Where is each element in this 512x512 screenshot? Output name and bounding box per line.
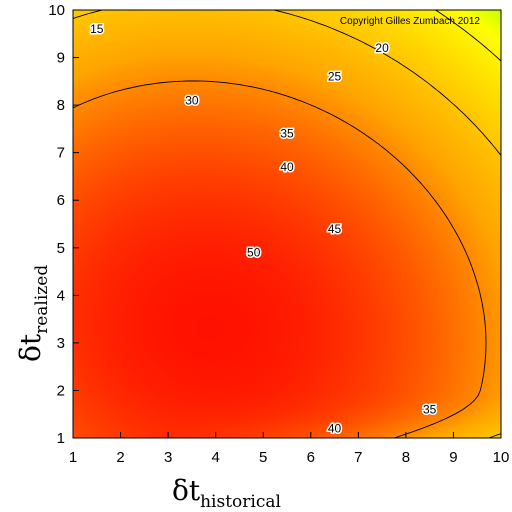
contour-label: 40 — [328, 421, 342, 435]
y-tick-label: 6 — [57, 192, 65, 209]
contour-label: 15 — [90, 22, 104, 36]
y-tick-label: 4 — [57, 287, 65, 304]
x-tick-label: 2 — [116, 449, 124, 466]
x-tick-label: 1 — [69, 449, 77, 466]
x-tick-label: 3 — [164, 449, 172, 466]
copyright-annotation: Copyright Gilles Zumbach 2012 — [340, 16, 481, 27]
y-axis-label-sub: realized — [32, 265, 52, 334]
contour-line-40 — [435, 10, 501, 62]
x-tick-label: 10 — [493, 449, 510, 466]
x-tick-label: 5 — [259, 449, 267, 466]
y-axis-label-main: δt — [14, 333, 47, 362]
plot-frame — [72, 9, 502, 439]
contour-label: 35 — [280, 127, 294, 141]
y-tick-label: 3 — [57, 335, 65, 352]
y-tick-label: 8 — [57, 97, 65, 114]
y-axis-label: δtrealized — [14, 265, 52, 362]
contour-label: 20 — [375, 41, 389, 55]
heatmap-surface — [73, 10, 501, 438]
x-axis-label-sub: historical — [200, 492, 281, 512]
contour-labels: 15 20 25 30 35 40 45 50 40 35 — [89, 21, 439, 437]
y-tick-label: 1 — [57, 430, 65, 447]
contour-label: 50 — [247, 246, 261, 260]
y-tick-label: 2 — [57, 382, 65, 399]
x-axis-label-main: δt — [172, 474, 201, 507]
contour-label: 35 — [423, 402, 437, 416]
y-axis-ticks: 1 2 3 4 5 6 7 8 9 10 — [48, 2, 79, 447]
y-tick-label: 5 — [57, 240, 65, 257]
contour-label: 40 — [280, 160, 294, 174]
y-tick-label: 9 — [57, 50, 65, 67]
x-tick-label: 9 — [449, 449, 457, 466]
x-tick-label: 7 — [354, 449, 362, 466]
y-tick-label: 10 — [48, 2, 65, 19]
x-axis-ticks: 1 2 3 4 5 6 7 8 9 10 — [69, 432, 510, 466]
x-tick-label: 4 — [211, 449, 219, 466]
x-tick-label: 6 — [307, 449, 315, 466]
x-tick-label: 8 — [402, 449, 410, 466]
contour-label: 25 — [328, 70, 342, 84]
y-tick-label: 7 — [57, 145, 65, 162]
x-axis-label: δthistorical — [172, 474, 281, 512]
contour-label: 45 — [328, 222, 342, 236]
contour-label: 30 — [185, 93, 199, 107]
